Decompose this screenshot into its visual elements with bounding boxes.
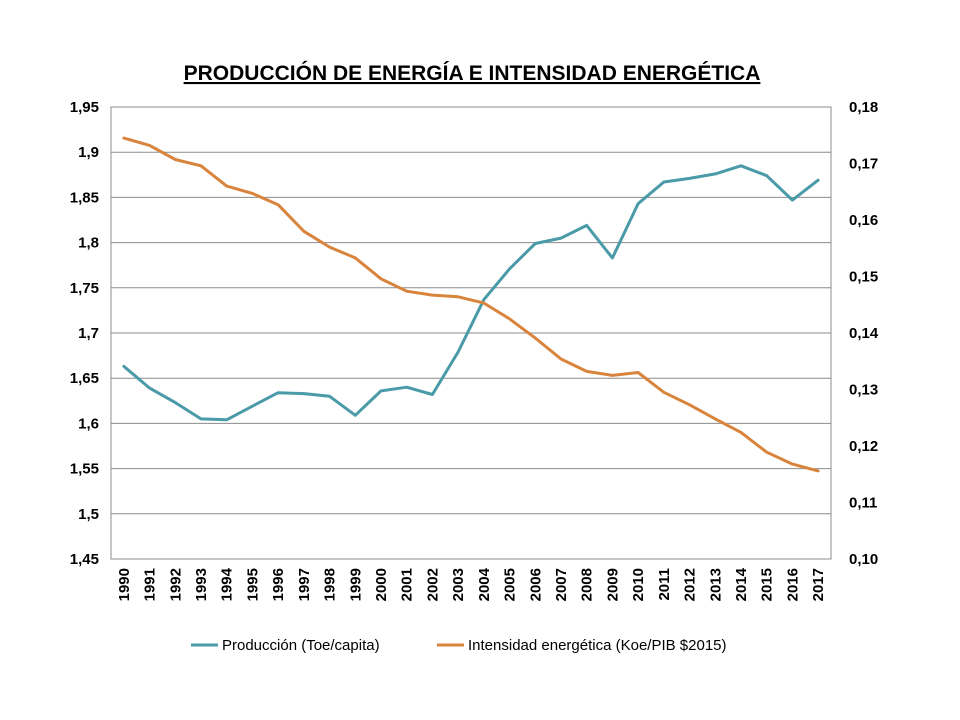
- grid: [110, 106, 832, 560]
- x-tick-label: 2011: [656, 568, 673, 601]
- x-tick-label: 2003: [450, 568, 467, 601]
- x-tick-label: 2014: [733, 567, 750, 601]
- left-tick-label: 1,95: [70, 99, 99, 116]
- left-tick-label: 1,85: [70, 189, 99, 206]
- legend: Producción (Toe/capita) Intensidad energé…: [191, 637, 727, 654]
- x-tick-label: 2000: [373, 568, 390, 601]
- x-tick-label: 1995: [244, 568, 261, 601]
- x-tick-label: 1996: [270, 568, 287, 601]
- x-tick-label: 2004: [476, 567, 493, 601]
- right-tick-label: 0,13: [849, 382, 878, 399]
- x-tick-label: 2010: [630, 568, 647, 601]
- x-tick-label: 1991: [142, 568, 159, 601]
- right-axis-ticks: 0,10 0,11 0,12 0,13 0,14 0,15 0,16 0,17 0,18: [849, 99, 879, 568]
- x-tick-label: 1994: [219, 567, 236, 601]
- x-tick-label: 2002: [424, 568, 441, 601]
- left-tick-label: 1,55: [70, 461, 99, 478]
- x-tick-label: 1997: [296, 568, 313, 601]
- left-axis-ticks: 1,45 1,5 1,55 1,6 1,65 1,7 1,75 1,8 1,85 1,9 1,95: [70, 99, 99, 568]
- x-tick-label: 1990: [116, 568, 133, 601]
- left-tick-label: 1,65: [70, 370, 99, 387]
- x-tick-label: 2017: [810, 568, 827, 601]
- x-tick-label: 1998: [322, 568, 339, 601]
- series-group: [122, 136, 820, 473]
- right-tick-label: 0,15: [849, 269, 878, 286]
- left-tick-label: 1,7: [78, 325, 99, 342]
- left-tick-label: 1,45: [70, 551, 99, 568]
- x-tick-label: 2005: [502, 568, 519, 601]
- left-tick-label: 1,8: [78, 235, 99, 252]
- right-tick-label: 0,17: [849, 156, 878, 173]
- right-tick-label: 0,18: [849, 99, 878, 116]
- x-tick-label: 2013: [707, 568, 724, 601]
- x-tick-label: 1993: [193, 568, 210, 601]
- series-line-intensidad: [122, 136, 820, 473]
- x-axis-ticks: 1990 1991 1992 1993 1994 1995 1996 1997 1998 1999…: [116, 567, 827, 601]
- x-tick-label: 2012: [682, 568, 699, 601]
- x-tick-label: 2016: [784, 568, 801, 601]
- chart-title: PRODUCCIÓN DE ENERGÍA E INTENSIDAD ENERG…: [184, 61, 761, 85]
- x-tick-label: 2009: [604, 568, 621, 601]
- x-tick-label: 2008: [579, 568, 596, 601]
- left-tick-label: 1,75: [70, 280, 99, 297]
- x-tick-label: 2015: [759, 568, 776, 601]
- left-tick-label: 1,9: [78, 144, 99, 161]
- left-tick-label: 1,5: [78, 506, 99, 523]
- legend-label: Producción (Toe/capita): [222, 637, 380, 654]
- series-line-produccion: [122, 164, 820, 422]
- x-tick-label: 2001: [399, 568, 416, 601]
- left-tick-label: 1,6: [78, 415, 99, 432]
- right-tick-label: 0,14: [849, 325, 879, 342]
- right-tick-label: 0,10: [849, 551, 878, 568]
- right-tick-label: 0,11: [849, 495, 877, 512]
- x-tick-label: 1992: [167, 568, 184, 601]
- x-tick-label: 2007: [553, 568, 570, 601]
- right-tick-label: 0,12: [849, 438, 878, 455]
- legend-label: Intensidad energética (Koe/PIB $2015): [468, 637, 727, 654]
- x-tick-label: 2006: [527, 568, 544, 601]
- right-tick-label: 0,16: [849, 212, 878, 229]
- x-tick-label: 1999: [347, 568, 364, 601]
